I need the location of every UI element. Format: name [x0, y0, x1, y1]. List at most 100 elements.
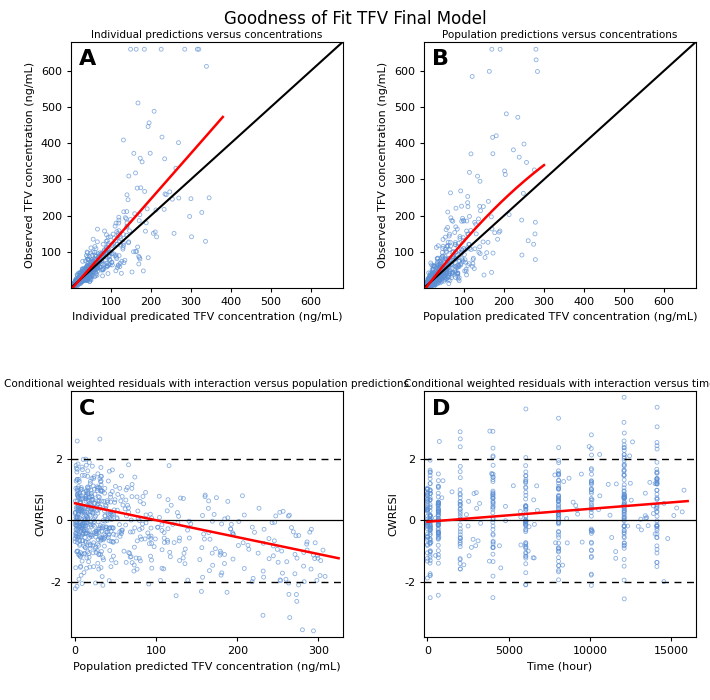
- Point: [92, 236, 103, 247]
- Point: [651, 489, 662, 500]
- Point: [425, 274, 436, 286]
- Point: [96, 470, 107, 482]
- Point: [420, 281, 432, 292]
- Point: [108, 238, 119, 249]
- Point: [430, 271, 442, 282]
- Point: [425, 533, 436, 545]
- Point: [421, 281, 432, 292]
- Point: [520, 470, 532, 482]
- Point: [158, 527, 170, 538]
- Point: [651, 521, 662, 532]
- Point: [67, 281, 79, 293]
- Point: [420, 281, 431, 292]
- Point: [432, 260, 444, 271]
- Point: [116, 256, 128, 267]
- Point: [67, 279, 79, 290]
- Point: [92, 258, 104, 270]
- Point: [155, 43, 167, 55]
- Point: [425, 570, 436, 581]
- Point: [434, 273, 445, 284]
- Point: [449, 227, 460, 238]
- Point: [75, 275, 87, 286]
- Point: [68, 279, 80, 290]
- Point: [80, 491, 92, 502]
- Point: [471, 487, 482, 498]
- Point: [156, 519, 168, 531]
- Point: [487, 556, 498, 567]
- Point: [435, 261, 446, 272]
- Point: [100, 255, 111, 266]
- Point: [425, 279, 436, 290]
- Point: [158, 204, 170, 215]
- Point: [433, 259, 444, 270]
- Point: [67, 281, 78, 293]
- Point: [70, 277, 82, 288]
- Point: [425, 274, 436, 285]
- Point: [146, 531, 157, 542]
- Point: [425, 568, 436, 580]
- Point: [308, 625, 320, 636]
- Point: [422, 484, 433, 495]
- Point: [618, 482, 630, 493]
- Point: [225, 523, 236, 534]
- Point: [84, 251, 95, 262]
- Point: [618, 493, 630, 504]
- Point: [114, 231, 126, 242]
- Point: [427, 279, 438, 290]
- Point: [423, 280, 435, 291]
- Point: [81, 261, 92, 272]
- Point: [74, 276, 85, 287]
- Point: [426, 277, 437, 288]
- Point: [437, 262, 448, 273]
- Point: [484, 66, 495, 77]
- Point: [422, 280, 433, 291]
- Point: [84, 532, 95, 543]
- Point: [66, 281, 77, 293]
- Point: [70, 277, 82, 288]
- Point: [520, 517, 531, 528]
- Point: [67, 281, 78, 293]
- Point: [437, 262, 449, 273]
- Point: [520, 524, 532, 536]
- Point: [72, 279, 84, 290]
- Point: [72, 524, 84, 535]
- Point: [423, 276, 435, 288]
- Point: [87, 494, 99, 505]
- Point: [463, 229, 474, 240]
- Point: [487, 549, 498, 560]
- Point: [103, 475, 114, 486]
- Point: [433, 272, 444, 283]
- Point: [523, 545, 534, 557]
- Point: [77, 272, 88, 283]
- Point: [115, 496, 126, 507]
- Point: [421, 281, 432, 293]
- Point: [72, 514, 83, 525]
- Point: [75, 531, 87, 542]
- Point: [425, 258, 437, 269]
- Point: [425, 524, 436, 535]
- Point: [73, 276, 84, 287]
- Point: [442, 241, 453, 252]
- Point: [454, 472, 466, 483]
- Point: [309, 553, 320, 564]
- Point: [67, 281, 79, 293]
- Point: [89, 264, 100, 275]
- Point: [432, 497, 444, 508]
- Point: [618, 491, 630, 503]
- Point: [101, 261, 112, 272]
- Point: [431, 274, 442, 286]
- Point: [67, 281, 78, 293]
- Point: [89, 498, 100, 509]
- Point: [424, 279, 435, 290]
- Point: [432, 510, 444, 522]
- Point: [101, 241, 112, 253]
- Point: [553, 457, 564, 468]
- Point: [426, 259, 437, 270]
- Point: [290, 589, 302, 600]
- Point: [143, 538, 155, 550]
- Point: [104, 251, 115, 262]
- Point: [447, 267, 458, 278]
- Point: [420, 280, 432, 291]
- Point: [274, 507, 285, 518]
- Point: [74, 267, 85, 279]
